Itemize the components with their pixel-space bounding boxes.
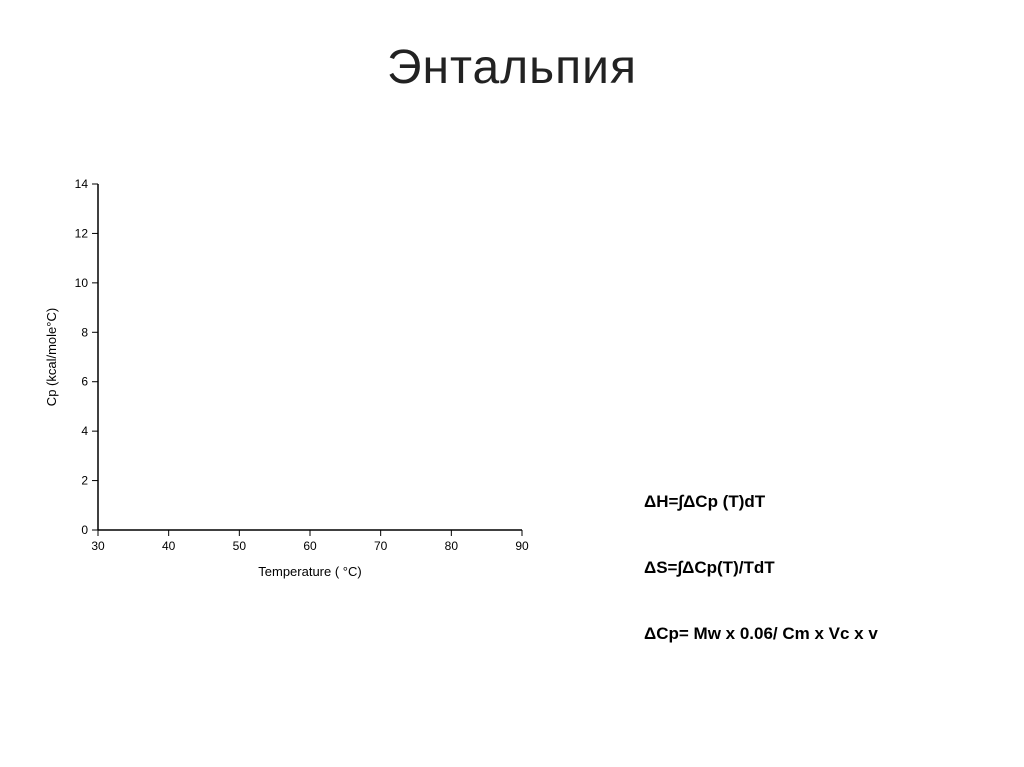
sigmoid-diagram bbox=[624, 190, 984, 420]
svg-text:50: 50 bbox=[233, 539, 247, 553]
svg-text:90: 90 bbox=[515, 539, 529, 553]
sigmoid-svg bbox=[624, 190, 984, 420]
page-title: Энтальпия bbox=[0, 40, 1024, 95]
svg-text:14: 14 bbox=[75, 177, 89, 191]
svg-text:10: 10 bbox=[75, 276, 89, 290]
formula-dcp: ΔCp= Mw x 0.06/ Cm x Vc x v bbox=[644, 622, 964, 646]
dsc-svg: 30 40 50 60 70 80 90 0 2 4 6 8 10 12 14 Temperature ( °… bbox=[40, 170, 540, 590]
svg-text:70: 70 bbox=[374, 539, 388, 553]
svg-text:80: 80 bbox=[445, 539, 459, 553]
svg-text:2: 2 bbox=[81, 474, 88, 488]
svg-text:30: 30 bbox=[91, 539, 105, 553]
formula-block: ΔH=∫ΔCp (T)dT ΔS=∫ΔCp(T)/TdT ΔCp= Mw x 0… bbox=[644, 490, 964, 687]
svg-text:12: 12 bbox=[75, 226, 89, 240]
svg-text:Temperature ( °C): Temperature ( °C) bbox=[258, 564, 361, 579]
svg-text:60: 60 bbox=[303, 539, 317, 553]
dsc-chart: 30 40 50 60 70 80 90 0 2 4 6 8 10 12 14 Temperature ( °… bbox=[40, 170, 540, 590]
formula-dh: ΔH=∫ΔCp (T)dT bbox=[644, 490, 964, 514]
svg-text:Cp (kcal/mole°C): Cp (kcal/mole°C) bbox=[44, 308, 59, 406]
svg-text:4: 4 bbox=[81, 424, 88, 438]
svg-text:8: 8 bbox=[81, 325, 88, 339]
svg-text:6: 6 bbox=[81, 375, 88, 389]
svg-text:0: 0 bbox=[81, 523, 88, 537]
svg-text:40: 40 bbox=[162, 539, 176, 553]
formula-ds: ΔS=∫ΔCp(T)/TdT bbox=[644, 556, 964, 580]
